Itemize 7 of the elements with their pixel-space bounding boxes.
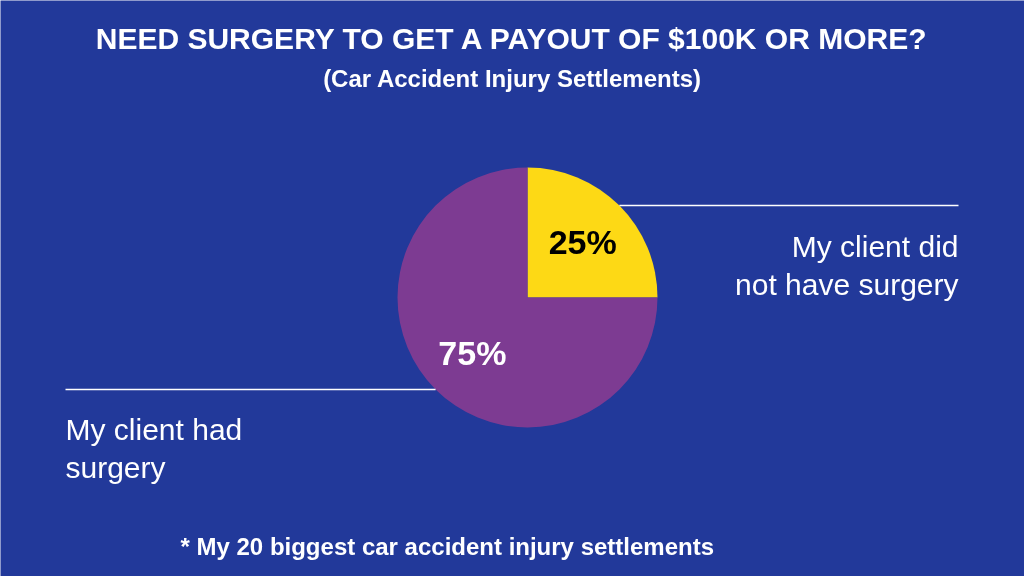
chart-subtitle: (Car Accident Injury Settlements)	[323, 65, 701, 92]
data-label: 75%	[438, 333, 507, 372]
chart-title: NEED SURGERY TO GET A PAYOUT OF $100K OR MORE?	[95, 22, 927, 55]
data-label: 25%	[548, 223, 617, 262]
slice-label: My client had surgery	[65, 413, 243, 485]
slice-label: My client did not have surgery	[735, 229, 959, 301]
text: * My 20 biggest car accident injury settlements	[180, 533, 715, 560]
